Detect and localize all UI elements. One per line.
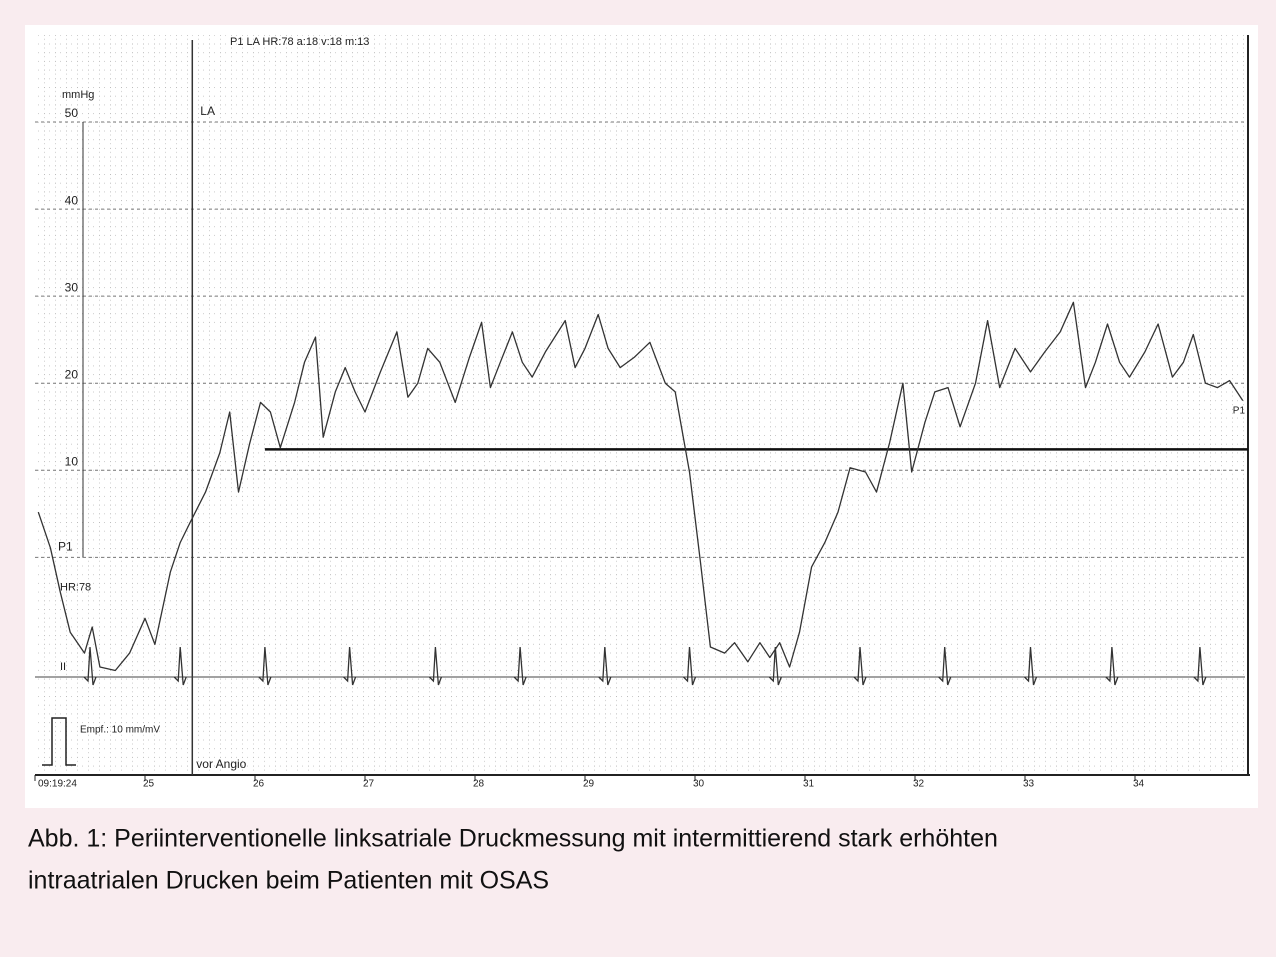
ecg-beat (1024, 646, 1038, 686)
end-label: P1 (1233, 405, 1246, 416)
baseline-label: P1 (58, 540, 73, 554)
x-tick-label: 31 (803, 779, 815, 790)
ecg-beat (598, 646, 612, 686)
marker-label: LA (200, 104, 215, 118)
ecg-beat (258, 646, 272, 686)
calibration-label: Empf.: 10 mm/mV (80, 725, 160, 736)
x-tick-label: 27 (363, 779, 375, 790)
ecg-beat (683, 646, 697, 686)
ecg-label: II (60, 661, 66, 673)
ecg-beat (83, 646, 97, 686)
y-tick-label: 10 (65, 454, 79, 468)
y-tick-label: 30 (65, 280, 79, 294)
y-axis-label: mmHg (62, 89, 94, 101)
ecg-beat (1193, 646, 1207, 686)
chart-title: P1 LA HR:78 a:18 v:18 m:13 (230, 36, 369, 48)
ecg-beat (173, 646, 187, 686)
ecg-beat (768, 646, 782, 686)
x-tick-label: 34 (1133, 779, 1145, 790)
y-tick-label: 50 (65, 106, 79, 120)
y-tick-label: 40 (65, 193, 79, 207)
x-tick-label: 32 (913, 779, 925, 790)
ecg-beat (1105, 646, 1119, 686)
x-tick-label: 30 (693, 779, 705, 790)
ecg-beat (938, 646, 952, 686)
x-tick-label: 28 (473, 779, 485, 790)
ecg-beat (343, 646, 357, 686)
y-tick-label: 20 (65, 367, 79, 381)
marker-label: vor Angio (196, 757, 246, 771)
ecg-beat (428, 646, 443, 686)
caption-line: intraatrialen Drucken beim Patienten mit… (28, 867, 549, 895)
ecg-beat (513, 646, 527, 686)
ecg-beat (853, 646, 867, 686)
x-tick-label: 25 (143, 779, 155, 790)
x-tick-label: 29 (583, 779, 595, 790)
x-tick-label: 09:19:24 (38, 779, 77, 790)
minor-grid (35, 35, 1245, 775)
caption-line: Abb. 1: Periinterventionelle linksatrial… (28, 825, 998, 853)
pressure-line (37, 301, 1244, 672)
x-tick-label: 26 (253, 779, 265, 790)
x-tick-label: 33 (1023, 779, 1035, 790)
hr-label: HR:78 (60, 581, 91, 593)
calibration-pulse (42, 717, 76, 766)
